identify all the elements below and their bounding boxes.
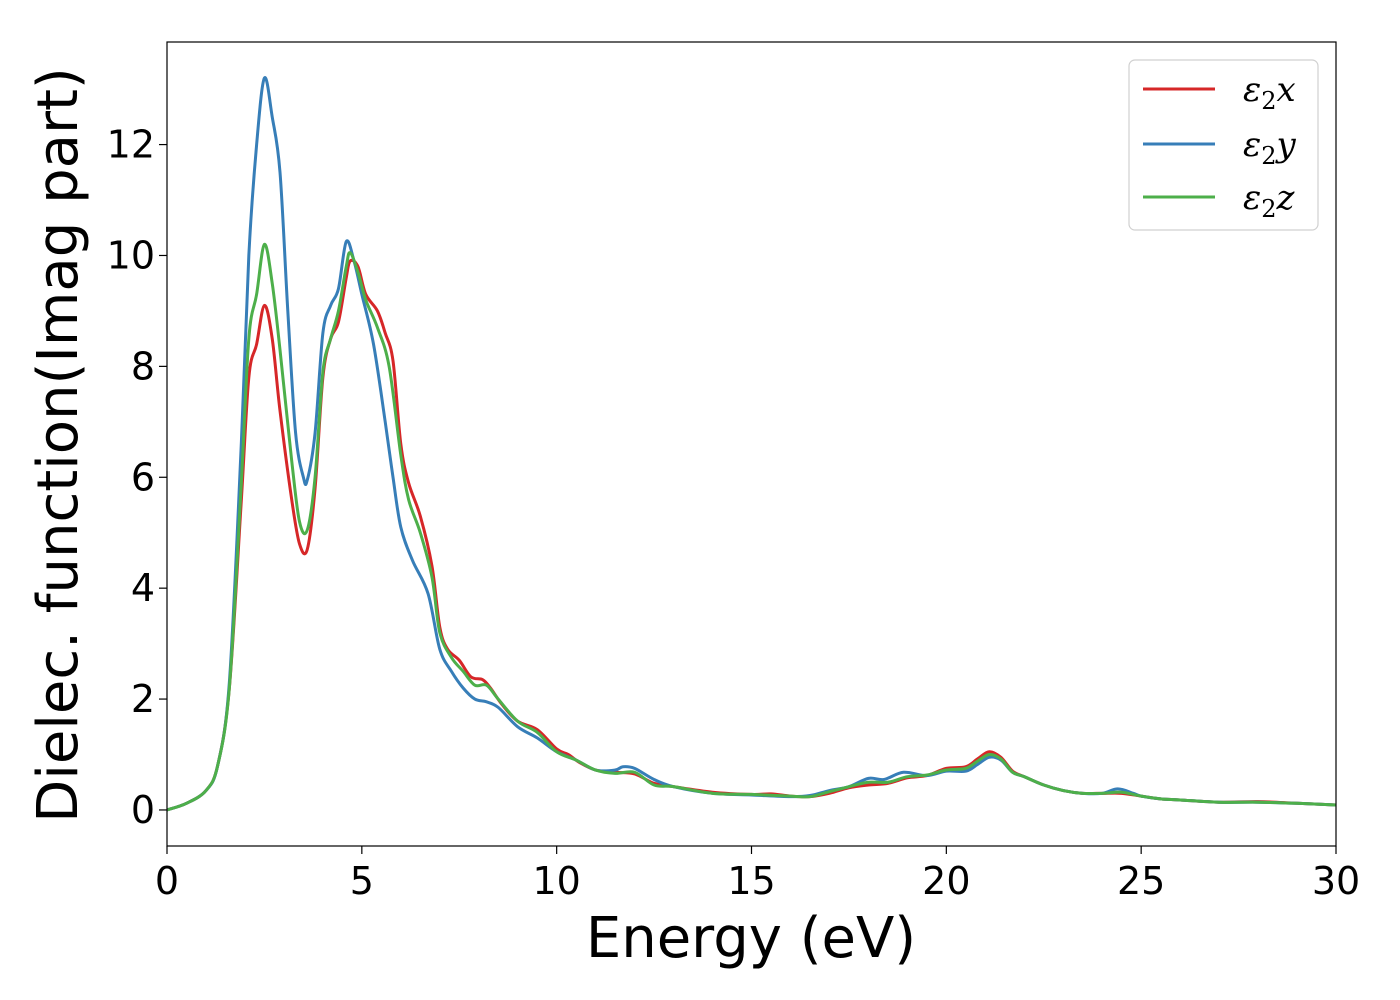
x-axis-ticks: 0 5 10 15 20 25 30 (155, 846, 1360, 903)
x-tick-label: 0 (155, 859, 179, 903)
y-tick-label: 6 (131, 455, 155, 499)
y-tick-label: 10 (107, 233, 155, 277)
x-tick-label: 15 (727, 859, 775, 903)
x-tick-label: 30 (1312, 859, 1360, 903)
x-tick-label: 25 (1117, 859, 1165, 903)
y-tick-label: 12 (107, 123, 155, 167)
series-layer (166, 76, 1337, 812)
y-axis-title: Dielec. function(Imag part) (26, 67, 91, 823)
x-axis-title: Energy (eV) (586, 906, 916, 971)
legend-label-z: ε2z (1243, 178, 1296, 223)
y-axis-ticks: 0 2 4 6 8 10 12 (107, 123, 167, 832)
y-tick-label: 4 (131, 566, 155, 610)
y-tick-label: 0 (131, 788, 155, 832)
x-tick-label: 10 (532, 859, 580, 903)
series-line-z (166, 242, 1337, 812)
legend-box (1128, 59, 1319, 231)
legend-label-x: ε2x (1243, 70, 1296, 115)
legend-label-y: ε2y (1243, 125, 1297, 170)
y-tick-label: 2 (131, 677, 155, 721)
x-tick-label: 20 (922, 859, 970, 903)
x-tick-label: 5 (350, 859, 374, 903)
legend: ε2x ε2y ε2z (1128, 59, 1319, 231)
y-tick-label: 8 (131, 344, 155, 388)
